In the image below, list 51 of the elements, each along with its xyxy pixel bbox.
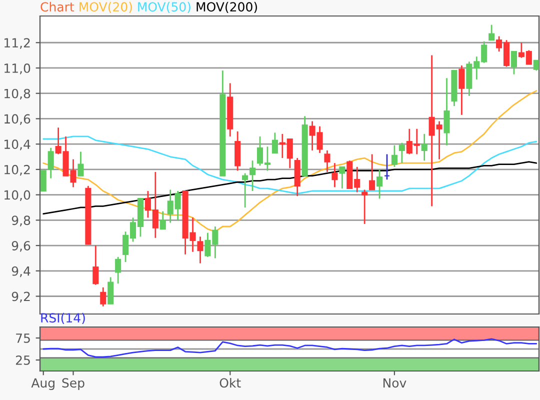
y-tick-label: 10,2 (4, 164, 30, 176)
candlestick (324, 150, 330, 173)
y-tick-label: 10,0 (4, 190, 30, 201)
y-tick-label: 10,8 (4, 88, 30, 100)
candlestick (391, 144, 398, 168)
chart-title: Chart (40, 2, 74, 12)
candlestick (250, 160, 256, 192)
x-tick-label: Okt (220, 378, 241, 388)
candlestick (100, 286, 106, 308)
y-tick-label: 75 (16, 334, 30, 343)
candlestick (510, 50, 517, 76)
candlestick (160, 210, 166, 230)
candlestick (384, 154, 390, 180)
candlestick (369, 154, 376, 190)
candlestick (458, 64, 465, 116)
candlestick (92, 244, 99, 286)
line-series (42, 338, 538, 358)
y-tick-label: 11,0 (4, 63, 30, 74)
candlestick (78, 150, 84, 176)
x-tick-label: Nov (383, 378, 406, 388)
candlestick (376, 168, 383, 200)
candlestick (242, 172, 248, 208)
candlestick (362, 189, 368, 225)
line-series (42, 161, 538, 215)
y-tick-label: 9,8 (12, 216, 30, 226)
y-tick-label: 11,2 (4, 38, 30, 49)
y-tick-label: 10,6 (4, 114, 30, 125)
candlestick (533, 60, 539, 72)
x-tick-label: Aug (31, 378, 54, 390)
x-tick-label: Sep (62, 378, 84, 390)
candlestick (339, 166, 346, 190)
candlestick (332, 162, 338, 188)
candlestick (444, 77, 450, 146)
candlestick (197, 236, 204, 264)
text: MOV(20) (80, 2, 132, 14)
text: MOV(50) (138, 2, 190, 14)
y-tick-label: 9,4 (12, 266, 30, 278)
y-tick-label: 25 (16, 355, 30, 365)
candlestick (115, 256, 122, 284)
text: MOV(200) (196, 2, 257, 14)
line-series (42, 136, 538, 194)
y-tick-label: 9,2 (12, 292, 30, 302)
candlestick (272, 132, 278, 154)
text: RSI(14) (41, 312, 85, 324)
candlestick (421, 133, 428, 162)
candlestick (488, 24, 495, 41)
candlestick (48, 147, 54, 180)
y-tick-label: 10,4 (4, 140, 30, 150)
candlestick (398, 142, 405, 164)
y-tick-label: 9,6 (12, 240, 30, 252)
candlestick (108, 276, 114, 305)
